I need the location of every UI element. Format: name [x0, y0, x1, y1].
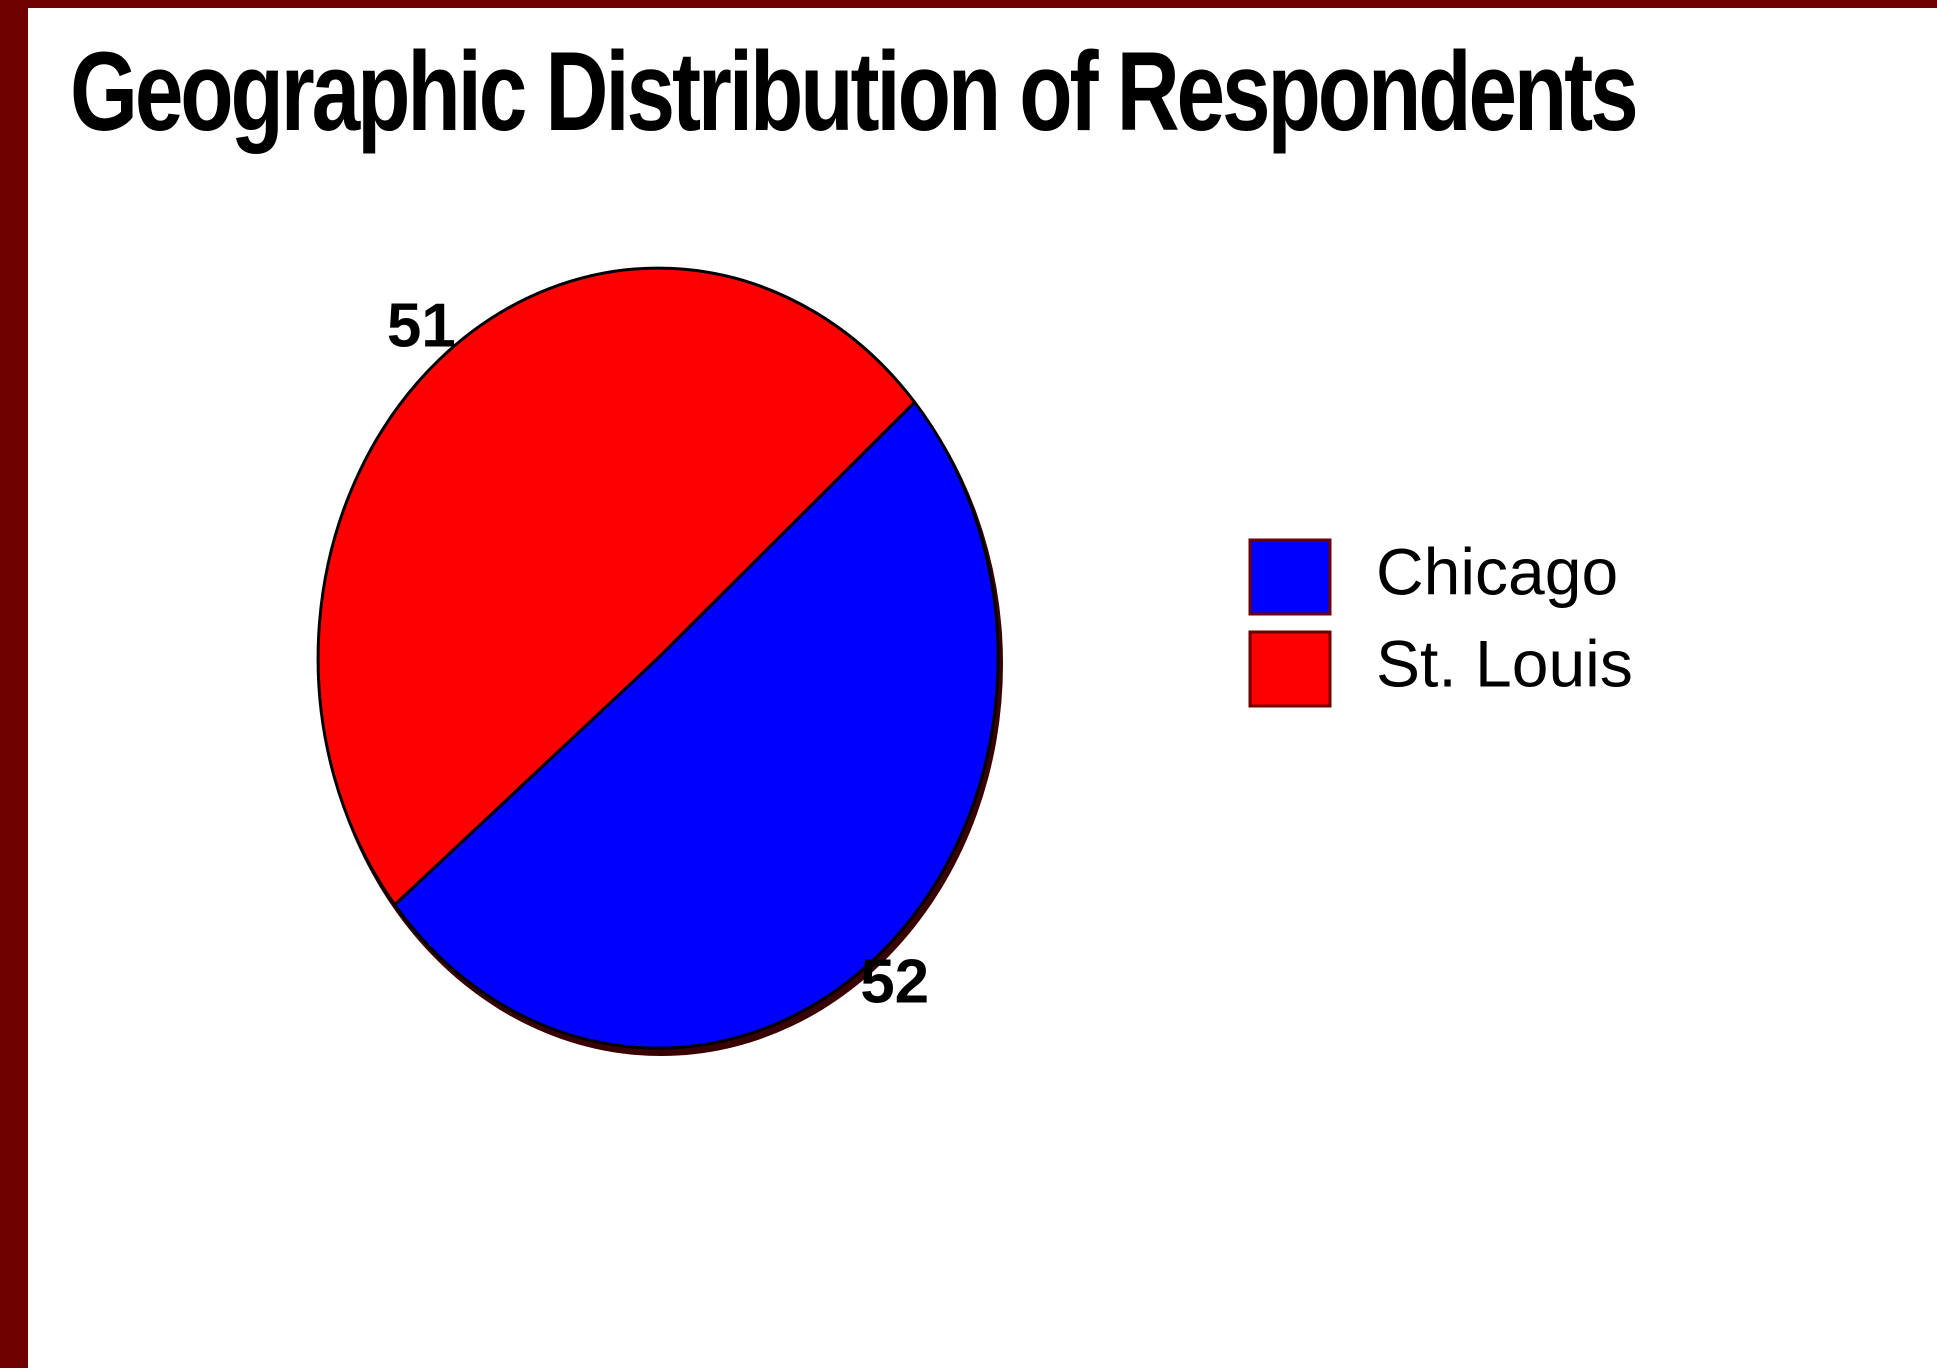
data-label-st-louis: 51: [387, 291, 456, 360]
chart-title: Geographic Distribution of Respondents: [70, 29, 1639, 154]
legend-label-st-louis: St. Louis: [1376, 626, 1633, 700]
chart-panel: Geographic Distribution of Respondents 5…: [28, 8, 1937, 1368]
data-label-chicago: 52: [860, 947, 929, 1016]
legend: Chicago St. Louis: [1248, 534, 1633, 708]
legend-swatch-st-louis: [1248, 630, 1332, 708]
legend-label-chicago: Chicago: [1376, 534, 1618, 608]
pie-slice-st-louis: [316, 266, 917, 907]
legend-swatch-chicago: [1248, 538, 1332, 616]
pie-chart: 52 51 Chicago St. Louis: [316, 266, 1633, 1056]
pie-slices: [316, 266, 1003, 1056]
pie-slice-chicago: [393, 400, 1000, 1050]
pie-data-labels: 52 51: [387, 291, 929, 1016]
